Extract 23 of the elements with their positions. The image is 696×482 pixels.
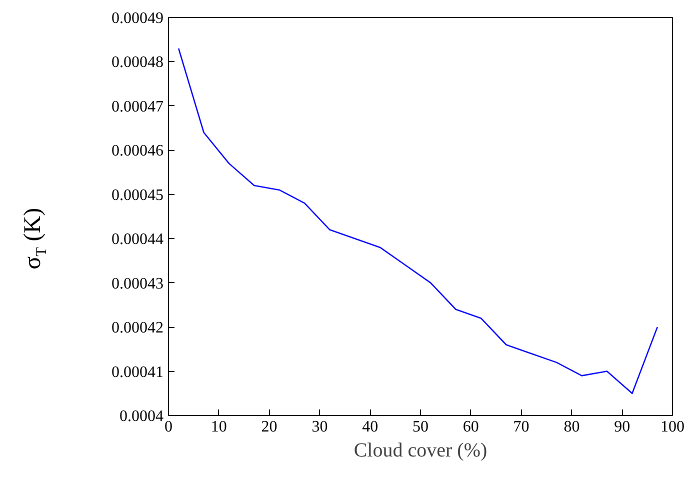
x-tick-label: 60	[462, 418, 479, 436]
x-tick-label: 70	[513, 418, 530, 436]
x-tick-label: 50	[412, 418, 428, 436]
y-tick-label: 0.00049	[112, 10, 164, 27]
x-tick-label: 100	[660, 418, 684, 436]
x-tick-label: 30	[312, 418, 328, 436]
y-tick-label: 0.00048	[112, 54, 164, 72]
y-tick-label: 0.0004	[120, 408, 164, 425]
x-tick-label: 20	[261, 418, 278, 436]
y-tick-label: 0.00047	[112, 98, 164, 116]
y-tick-label: 0.00045	[112, 186, 164, 204]
y-tick-label: 0.00043	[112, 275, 164, 292]
y-tick-label: 0.00041	[112, 364, 164, 381]
x-axis-title: Cloud cover (%)	[354, 440, 488, 462]
y-tick-label: 0.00046	[112, 142, 164, 160]
x-tick-label: 0	[164, 418, 172, 436]
x-tick-label: 90	[614, 418, 630, 436]
y-tick-label: 0.00044	[112, 231, 164, 248]
x-tick-label: 40	[362, 418, 378, 436]
x-tick-label: 80	[564, 418, 580, 436]
y-tick-label: 0.00042	[112, 320, 164, 337]
x-tick-label: 10	[210, 418, 227, 436]
line-series	[178, 48, 658, 394]
